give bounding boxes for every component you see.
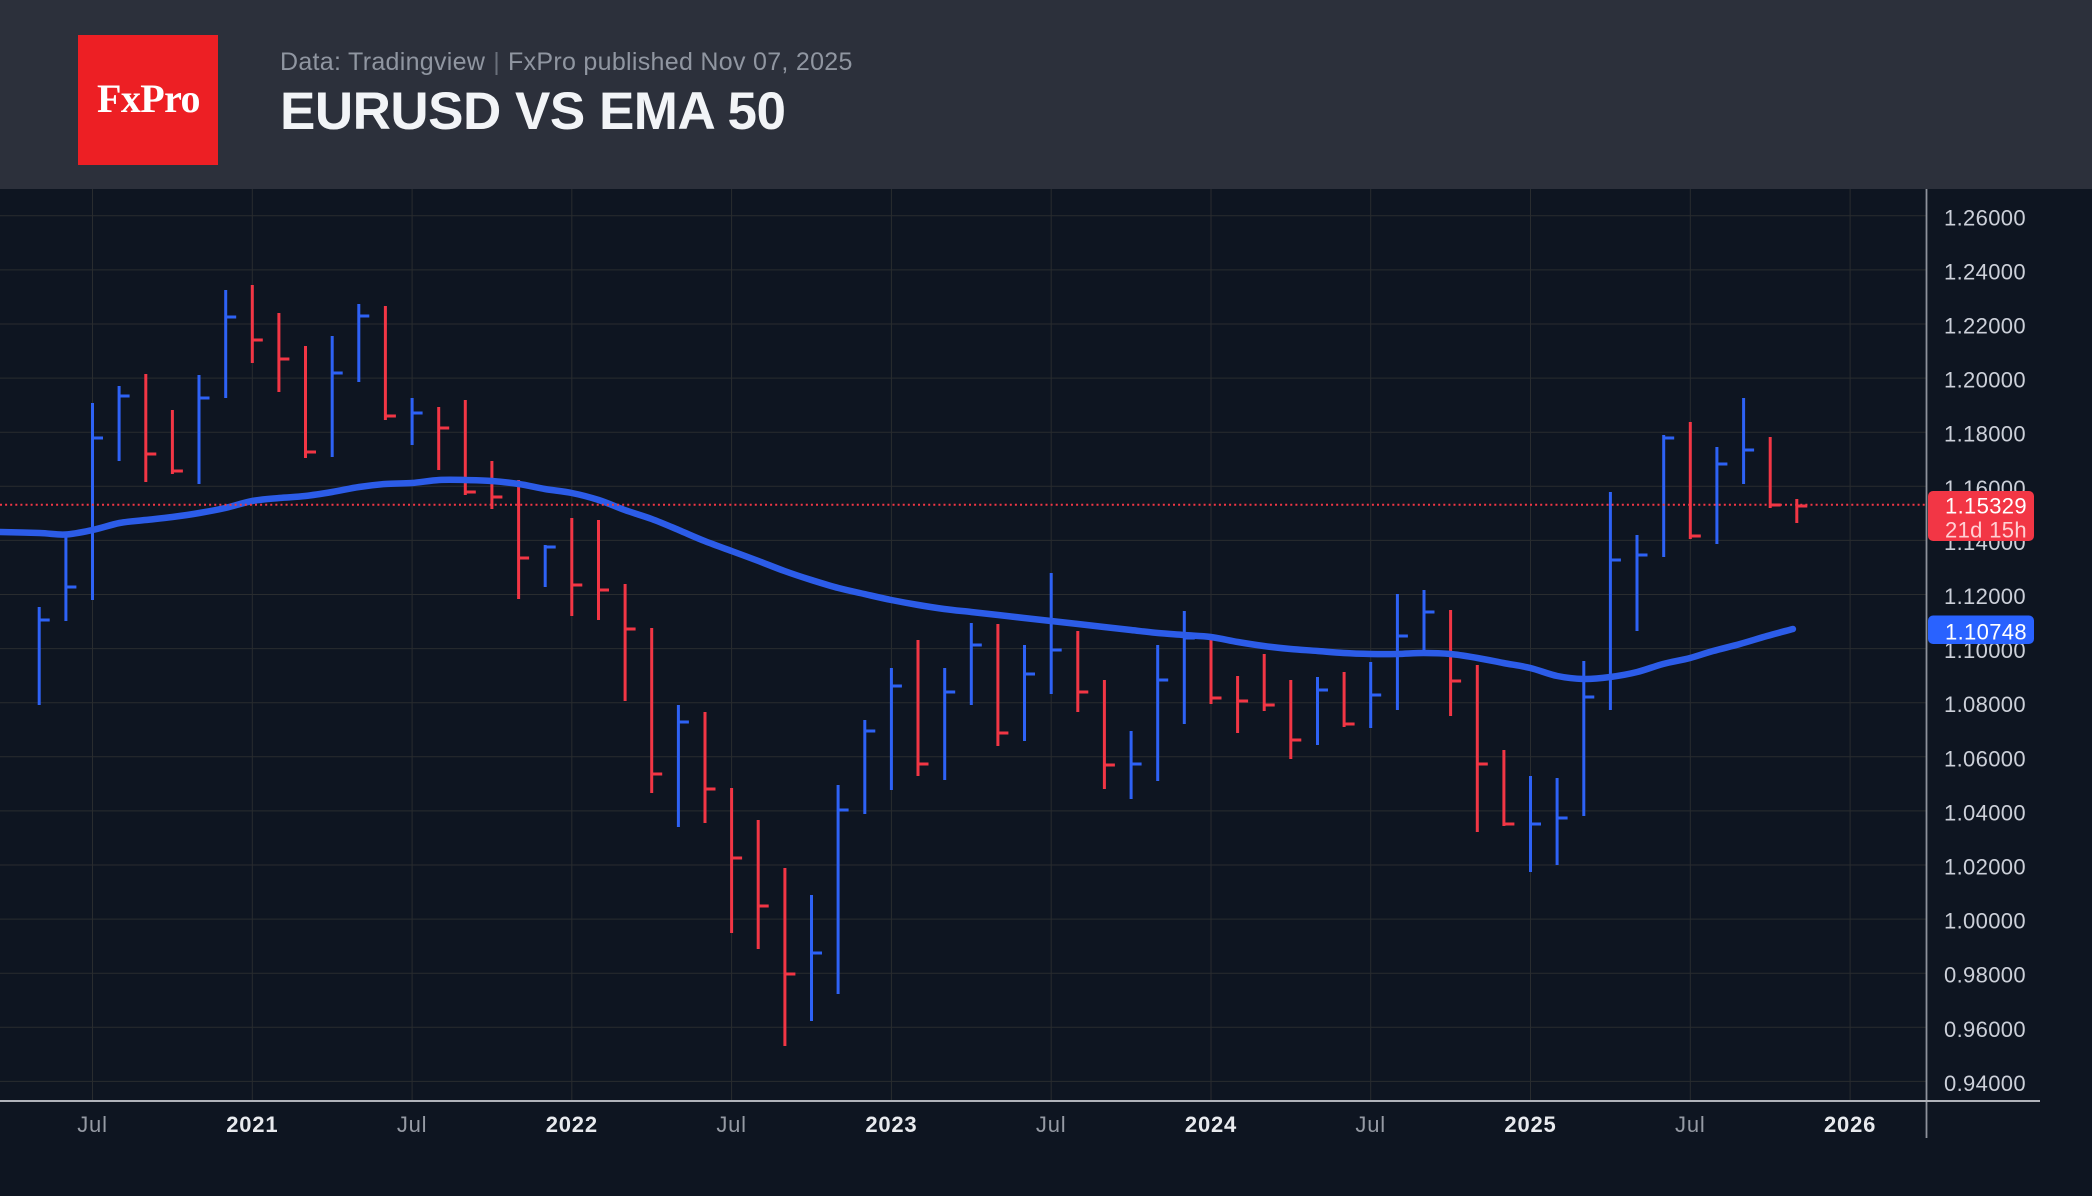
svg-text:2025: 2025	[1504, 1112, 1556, 1137]
svg-text:0.98000: 0.98000	[1944, 963, 2026, 988]
svg-text:Jul: Jul	[1355, 1112, 1386, 1137]
svg-text:1.02000: 1.02000	[1944, 855, 2026, 880]
svg-text:2022: 2022	[546, 1112, 598, 1137]
svg-text:21d 15h: 21d 15h	[1945, 518, 2027, 543]
svg-text:Jul: Jul	[1675, 1112, 1706, 1137]
svg-text:Jul: Jul	[1036, 1112, 1067, 1137]
svg-text:1.06000: 1.06000	[1944, 746, 2026, 771]
svg-text:2026: 2026	[1824, 1112, 1876, 1137]
svg-text:0.94000: 0.94000	[1944, 1071, 2026, 1096]
svg-text:0.96000: 0.96000	[1944, 1017, 2026, 1042]
svg-text:1.24000: 1.24000	[1944, 259, 2026, 284]
svg-text:1.10748: 1.10748	[1945, 619, 2027, 644]
svg-text:2021: 2021	[226, 1112, 278, 1137]
svg-text:1.04000: 1.04000	[1944, 800, 2026, 825]
svg-text:2023: 2023	[865, 1112, 917, 1137]
svg-text:1.08000: 1.08000	[1944, 692, 2026, 717]
svg-text:Jul: Jul	[77, 1112, 108, 1137]
svg-text:Jul: Jul	[716, 1112, 747, 1137]
svg-text:1.18000: 1.18000	[1944, 422, 2026, 447]
svg-text:2024: 2024	[1185, 1112, 1237, 1137]
svg-text:1.22000: 1.22000	[1944, 314, 2026, 339]
svg-text:1.15329: 1.15329	[1945, 494, 2027, 519]
svg-text:1.12000: 1.12000	[1944, 584, 2026, 609]
svg-text:Jul: Jul	[397, 1112, 428, 1137]
svg-text:1.26000: 1.26000	[1944, 205, 2026, 230]
svg-text:1.00000: 1.00000	[1944, 909, 2026, 934]
svg-text:1.20000: 1.20000	[1944, 368, 2026, 393]
